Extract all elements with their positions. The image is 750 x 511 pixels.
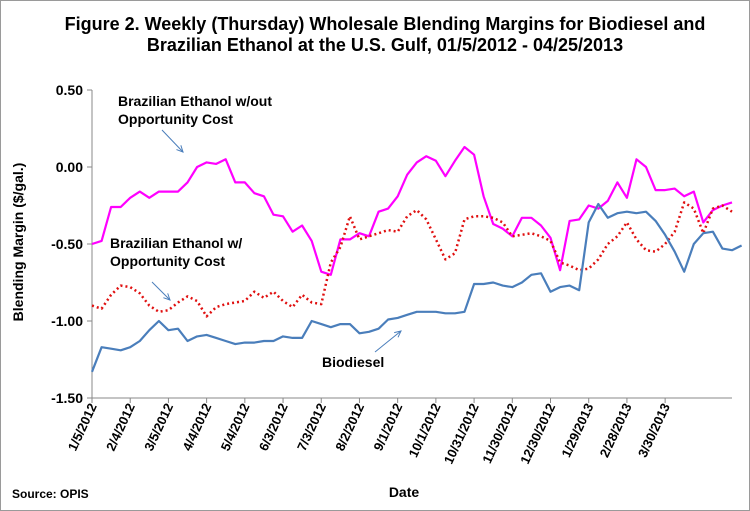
x-tick-label: 9/1/2012 — [370, 401, 405, 453]
x-tick-label: 5/4/2012 — [218, 401, 253, 453]
arrow-with-oc — [151, 281, 171, 301]
x-tick-label: 10/1/2012 — [406, 401, 444, 460]
annotation-biodiesel: Biodiesel — [322, 354, 384, 370]
x-tick-label: 7/3/2012 — [294, 401, 329, 453]
source-note: Source: OPIS — [12, 487, 89, 501]
arrow-no-oc-head — [176, 145, 184, 153]
x-tick-label: 1/5/2012 — [65, 401, 100, 453]
arrow-no-oc — [161, 129, 184, 153]
chart-title: Figure 2. Weekly (Thursday) Wholesale Bl… — [64, 14, 706, 55]
series-line-no_oc — [91, 145, 733, 276]
x-tick-label: 12/30/2012 — [517, 401, 558, 466]
annotations-group: Brazilian Ethanol w/out Opportunity Cost B… — [110, 93, 402, 370]
x-tick-label: 11/30/2012 — [479, 401, 520, 466]
series-line-biodiesel — [90, 202, 743, 373]
x-axis-label: Date — [389, 484, 420, 500]
y-tick-label: 0.50 — [56, 82, 83, 98]
x-tick-label: 3/30/2013 — [635, 401, 673, 460]
series-line-with_oc — [91, 201, 733, 318]
x-tick-label: 2/28/2013 — [597, 401, 635, 460]
x-tick-label: 4/4/2012 — [179, 401, 214, 453]
y-tick-label: -1.50 — [51, 390, 83, 406]
arrow-biodiesel — [374, 330, 402, 353]
x-tick-label: 10/31/2012 — [441, 401, 482, 466]
series-group — [90, 145, 743, 373]
annotation-no-oc: Brazilian Ethanol w/out Opportunity Cost — [118, 93, 272, 127]
x-tick-label: 3/5/2012 — [141, 401, 176, 453]
y-tick-label: -0.50 — [51, 236, 83, 252]
x-tick-label: 2/4/2012 — [103, 401, 138, 453]
y-axis-label: Blending Margin ($/gal.) — [10, 163, 26, 322]
annotation-with-oc: Brazilian Ethanol w/Opportunity Cost — [110, 235, 242, 269]
arrow-biodiesel-head — [394, 330, 402, 338]
x-tick-label: 8/2/2012 — [332, 401, 367, 453]
x-tick-label: 1/29/2013 — [558, 401, 596, 460]
arrow-with-oc-head — [163, 293, 171, 301]
axes-group: 0.500.00-0.50-1.00-1.501/5/2012 2/4/2012 3… — [51, 82, 732, 466]
y-tick-label: 0.00 — [56, 159, 83, 175]
x-tick-label: 6/3/2012 — [256, 401, 291, 453]
y-tick-label: -1.00 — [51, 313, 83, 329]
